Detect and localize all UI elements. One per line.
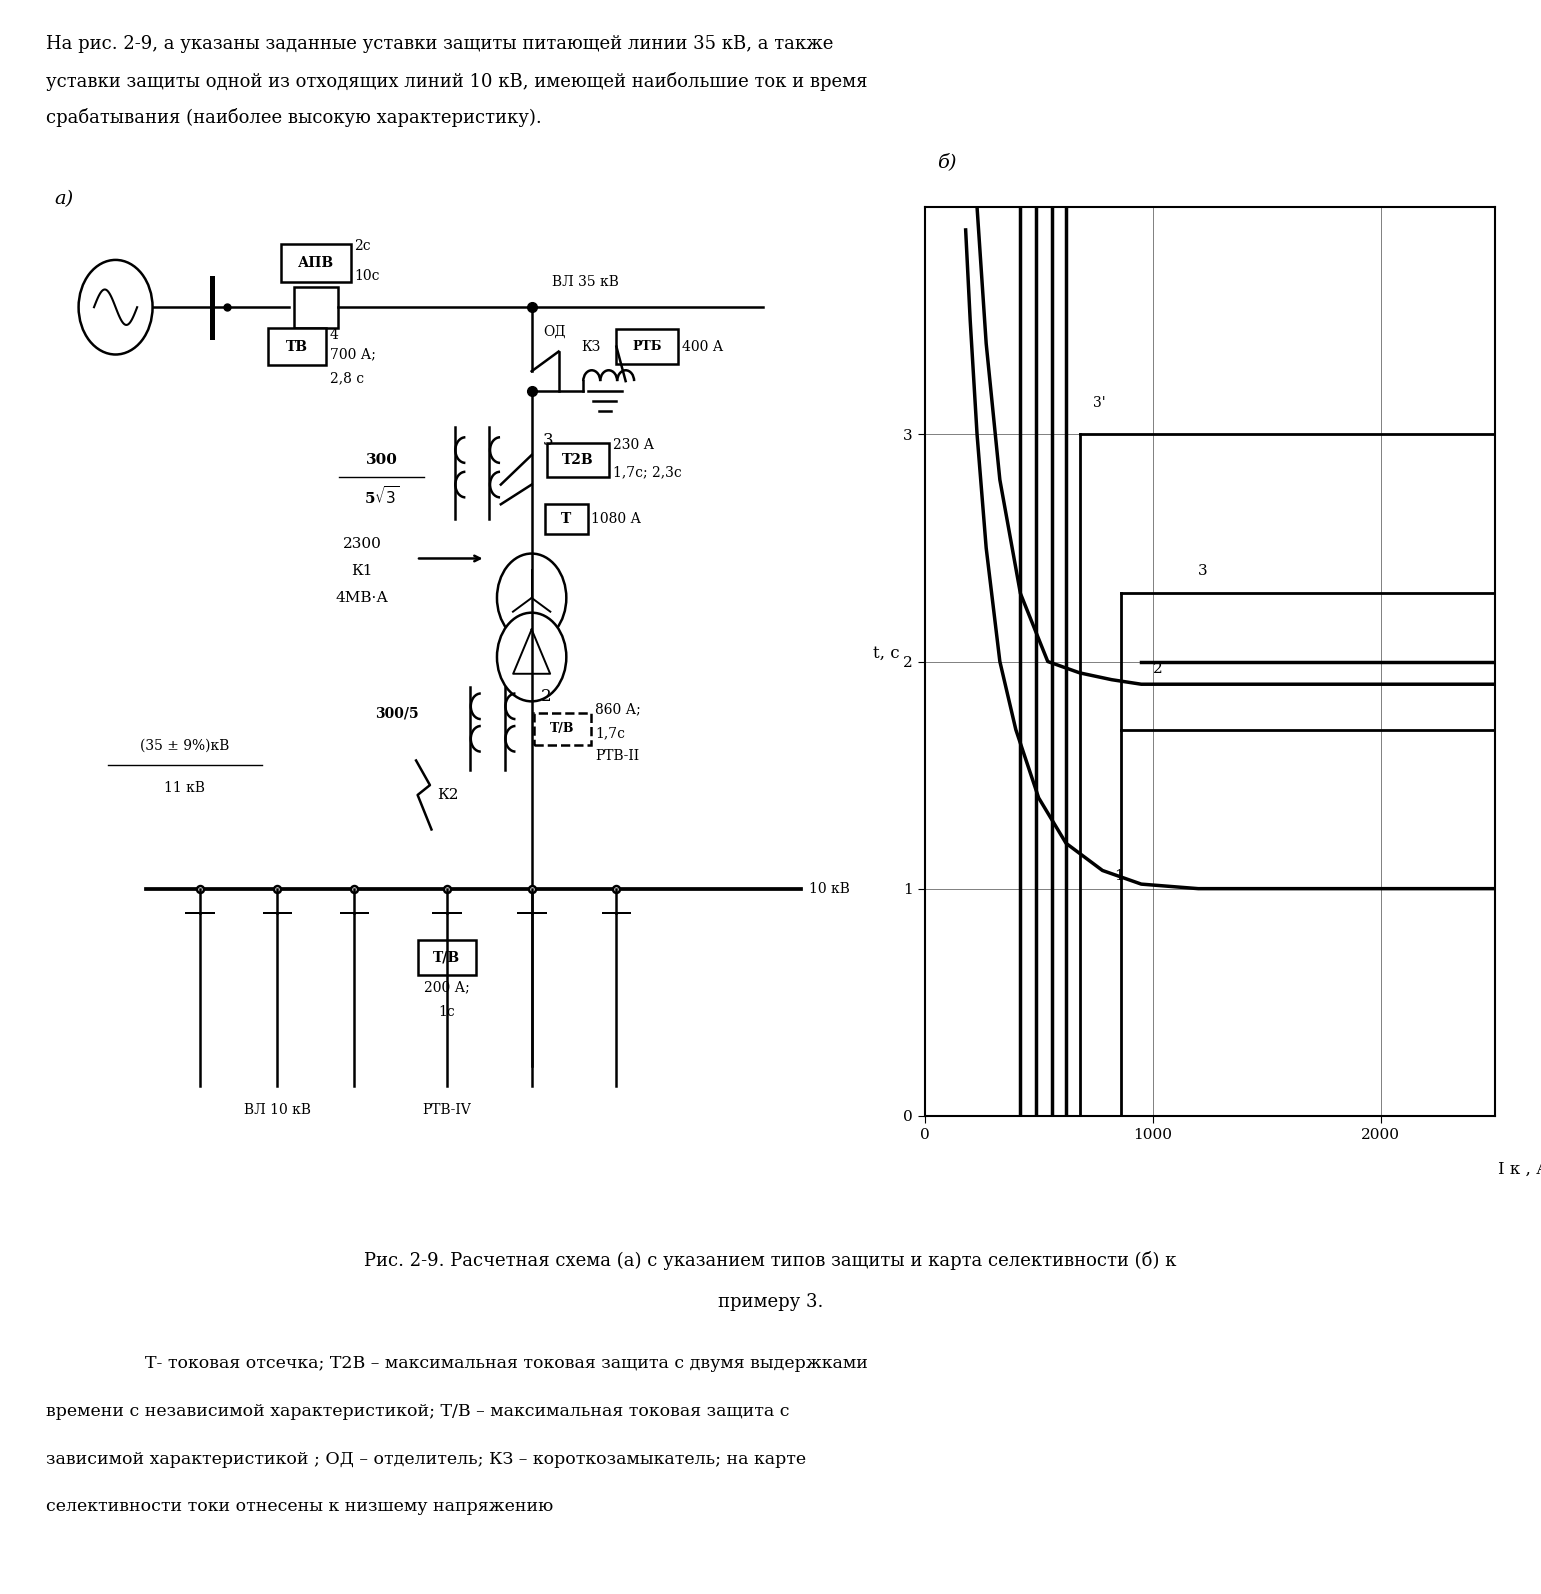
- Bar: [546, 504, 587, 534]
- Text: Т2В: Т2В: [562, 453, 593, 467]
- Text: 3: 3: [1199, 564, 1208, 579]
- Text: 3: 3: [544, 432, 553, 450]
- Text: 2,8 с: 2,8 с: [330, 371, 364, 386]
- Bar: [616, 330, 678, 363]
- Bar: [547, 443, 609, 477]
- Text: 1с: 1с: [439, 1004, 455, 1019]
- Circle shape: [496, 612, 567, 701]
- Text: а): а): [54, 190, 72, 207]
- Text: Т/В: Т/В: [433, 950, 461, 964]
- Text: ОД: ОД: [544, 325, 566, 340]
- Text: селективности токи отнесены к низшему напряжению: селективности токи отнесены к низшему на…: [46, 1498, 553, 1516]
- Bar: [533, 713, 592, 746]
- Text: (35 ± 9%)кВ: (35 ± 9%)кВ: [140, 738, 230, 752]
- Text: 3': 3': [1094, 395, 1106, 410]
- Text: 230 А: 230 А: [613, 438, 655, 453]
- Text: 2: 2: [541, 689, 552, 705]
- Text: времени с независимой характеристикой; Т/В – максимальная токовая защита с: времени с независимой характеристикой; Т…: [46, 1403, 789, 1420]
- Text: РТВ-IV: РТВ-IV: [422, 1103, 472, 1117]
- Text: 700 А;: 700 А;: [330, 347, 376, 362]
- Text: 5$\sqrt{3}$: 5$\sqrt{3}$: [364, 486, 399, 507]
- Text: ВЛ 35 кВ: ВЛ 35 кВ: [552, 276, 619, 290]
- Circle shape: [79, 260, 153, 354]
- Text: 1,7с: 1,7с: [595, 725, 624, 740]
- Text: 1: 1: [1114, 869, 1123, 883]
- Circle shape: [496, 553, 567, 642]
- Bar: [268, 328, 325, 365]
- Text: 4: 4: [330, 328, 339, 341]
- Bar: [294, 287, 339, 328]
- Bar: [280, 244, 351, 282]
- Text: Рис. 2-9. Расчетная схема (а) с указанием типов защиты и карта селективности (б): Рис. 2-9. Расчетная схема (а) с указание…: [364, 1251, 1177, 1270]
- Text: РТБ: РТБ: [632, 340, 663, 354]
- Text: КЗ: КЗ: [582, 340, 601, 354]
- Text: 300/5: 300/5: [374, 706, 419, 720]
- Text: Т/В: Т/В: [550, 722, 575, 735]
- Text: 2: 2: [1153, 662, 1162, 676]
- Text: 2300: 2300: [342, 537, 382, 550]
- Text: Т- токовая отсечка; Т2В – максимальная токовая защита с двумя выдержками: Т- токовая отсечка; Т2В – максимальная т…: [123, 1355, 868, 1372]
- Text: 860 А;: 860 А;: [595, 703, 641, 716]
- Text: 4МВ·А: 4МВ·А: [336, 591, 388, 604]
- Text: На рис. 2-9, а указаны заданные уставки защиты питающей линии 35 кВ, а также: На рис. 2-9, а указаны заданные уставки …: [46, 35, 834, 53]
- Text: 2с: 2с: [354, 239, 371, 253]
- Text: ТВ: ТВ: [285, 340, 308, 354]
- Text: Т: Т: [561, 512, 572, 526]
- Text: К1: К1: [351, 564, 373, 579]
- Text: 1080 А: 1080 А: [592, 512, 641, 526]
- Text: ВЛ 10 кВ: ВЛ 10 кВ: [243, 1103, 311, 1117]
- Text: 300: 300: [365, 453, 398, 467]
- X-axis label: I к , А: I к , А: [1498, 1160, 1541, 1178]
- Text: 1,7с; 2,3с: 1,7с; 2,3с: [613, 465, 683, 480]
- Text: 10с: 10с: [354, 269, 381, 282]
- Text: зависимой характеристикой ; ОД – отделитель; КЗ – короткозамыкатель; на карте: зависимой характеристикой ; ОД – отделит…: [46, 1451, 806, 1468]
- Text: К2: К2: [438, 787, 459, 802]
- Text: б): б): [937, 153, 957, 172]
- Text: примеру 3.: примеру 3.: [718, 1293, 823, 1310]
- Text: АПВ: АПВ: [297, 257, 334, 269]
- Text: РТВ-II: РТВ-II: [595, 749, 640, 762]
- Text: 400 А: 400 А: [681, 340, 723, 354]
- Text: срабатывания (наиболее высокую характеристику).: срабатывания (наиболее высокую характери…: [46, 108, 542, 128]
- Bar: [418, 940, 476, 976]
- Text: уставки защиты одной из отходящих линий 10 кВ, имеющей наибольшие ток и время: уставки защиты одной из отходящих линий …: [46, 72, 868, 91]
- Y-axis label: t, с: t, с: [874, 644, 900, 662]
- Text: 200 А;: 200 А;: [424, 980, 470, 995]
- Text: 11 кВ: 11 кВ: [165, 781, 205, 795]
- Text: 10 кВ: 10 кВ: [809, 881, 851, 896]
